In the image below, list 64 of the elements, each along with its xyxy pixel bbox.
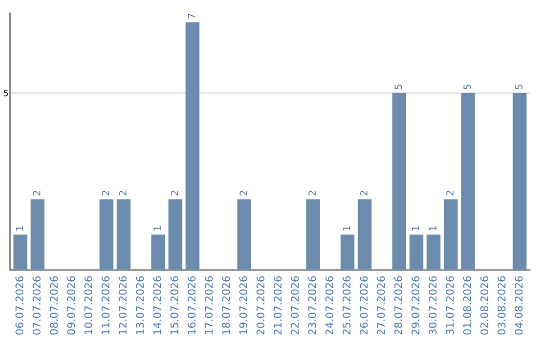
x-tick-label: 24.07.2026 [325, 276, 334, 334]
x-tick-label: 01.08.2026 [463, 276, 472, 335]
x-tick-label: 28.07.2026 [394, 276, 402, 334]
data-label: 2 [33, 190, 40, 196]
data-label: 2 [308, 190, 316, 196]
data-label: 2 [102, 190, 110, 196]
bar [237, 199, 252, 270]
bar [426, 234, 440, 270]
x-tick-label: 03.08.2026 [498, 276, 506, 335]
bar [444, 199, 458, 270]
data-label: 5 [464, 84, 471, 90]
data-label: 2 [119, 190, 126, 196]
x-tick-label: 02.08.2026 [480, 276, 488, 335]
bar [392, 93, 406, 270]
data-label: 1 [412, 226, 420, 230]
x-tick-label: 20.07.2026 [256, 276, 264, 334]
data-label: 5 [515, 84, 522, 90]
data-label: 5 [394, 84, 402, 90]
x-tick-label: 15.07.2026 [170, 276, 178, 334]
bar [13, 234, 28, 270]
x-tick-label: 08.07.2026 [50, 276, 58, 335]
x-tick-label: 10.07.2026 [84, 276, 92, 334]
data-label: 1 [16, 226, 24, 230]
data-label: 2 [240, 190, 247, 196]
x-tick-label: 30.07.2026 [428, 276, 437, 334]
x-tick-label: 16.07.2026 [188, 276, 196, 334]
x-tick-label: 09.07.2026 [67, 276, 76, 335]
x-tick-label: 06.07.2026 [15, 276, 24, 335]
bar [151, 234, 165, 270]
x-tick-label: 29.07.2026 [412, 276, 420, 334]
data-label: 2 [360, 190, 368, 196]
bar [409, 234, 424, 270]
x-tick-label: 17.07.2026 [204, 276, 213, 334]
bar [186, 22, 200, 270]
x-tick-label: 27.07.2026 [377, 276, 385, 334]
bar [30, 199, 44, 270]
x-tick-label: 23.07.2026 [308, 276, 316, 334]
bar [168, 199, 182, 270]
x-tick-label: 12.07.2026 [118, 276, 127, 334]
x-tick-label: 18.07.2026 [222, 276, 230, 334]
x-tick-label: 31.07.2026 [446, 276, 454, 334]
data-label: 2 [170, 190, 178, 196]
x-tick-label: 26.07.2026 [360, 276, 368, 334]
data-label: 1 [429, 226, 436, 230]
data-label: 1 [343, 226, 350, 230]
x-tick-label: 07.07.2026 [32, 276, 41, 335]
bar [358, 199, 372, 270]
bar [116, 199, 131, 270]
x-tick-label: 13.07.2026 [136, 276, 144, 334]
bar [461, 93, 475, 270]
data-label: 2 [446, 190, 454, 196]
x-tick-label: 25.07.2026 [342, 276, 351, 334]
data-label: 7 [188, 14, 196, 18]
bar [100, 199, 114, 270]
x-tick-label: 19.07.2026 [239, 276, 248, 334]
x-tick-label: 22.07.2026 [290, 276, 299, 334]
bar [306, 199, 320, 270]
x-tick-label: 14.07.2026 [153, 276, 162, 334]
data-label: 1 [154, 226, 161, 230]
x-tick-label: 11.07.2026 [102, 276, 110, 334]
bar [340, 234, 354, 270]
x-tick-label: 21.07.2026 [274, 276, 282, 334]
bar [512, 93, 527, 270]
x-tick-label: 04.08.2026 [514, 276, 523, 335]
